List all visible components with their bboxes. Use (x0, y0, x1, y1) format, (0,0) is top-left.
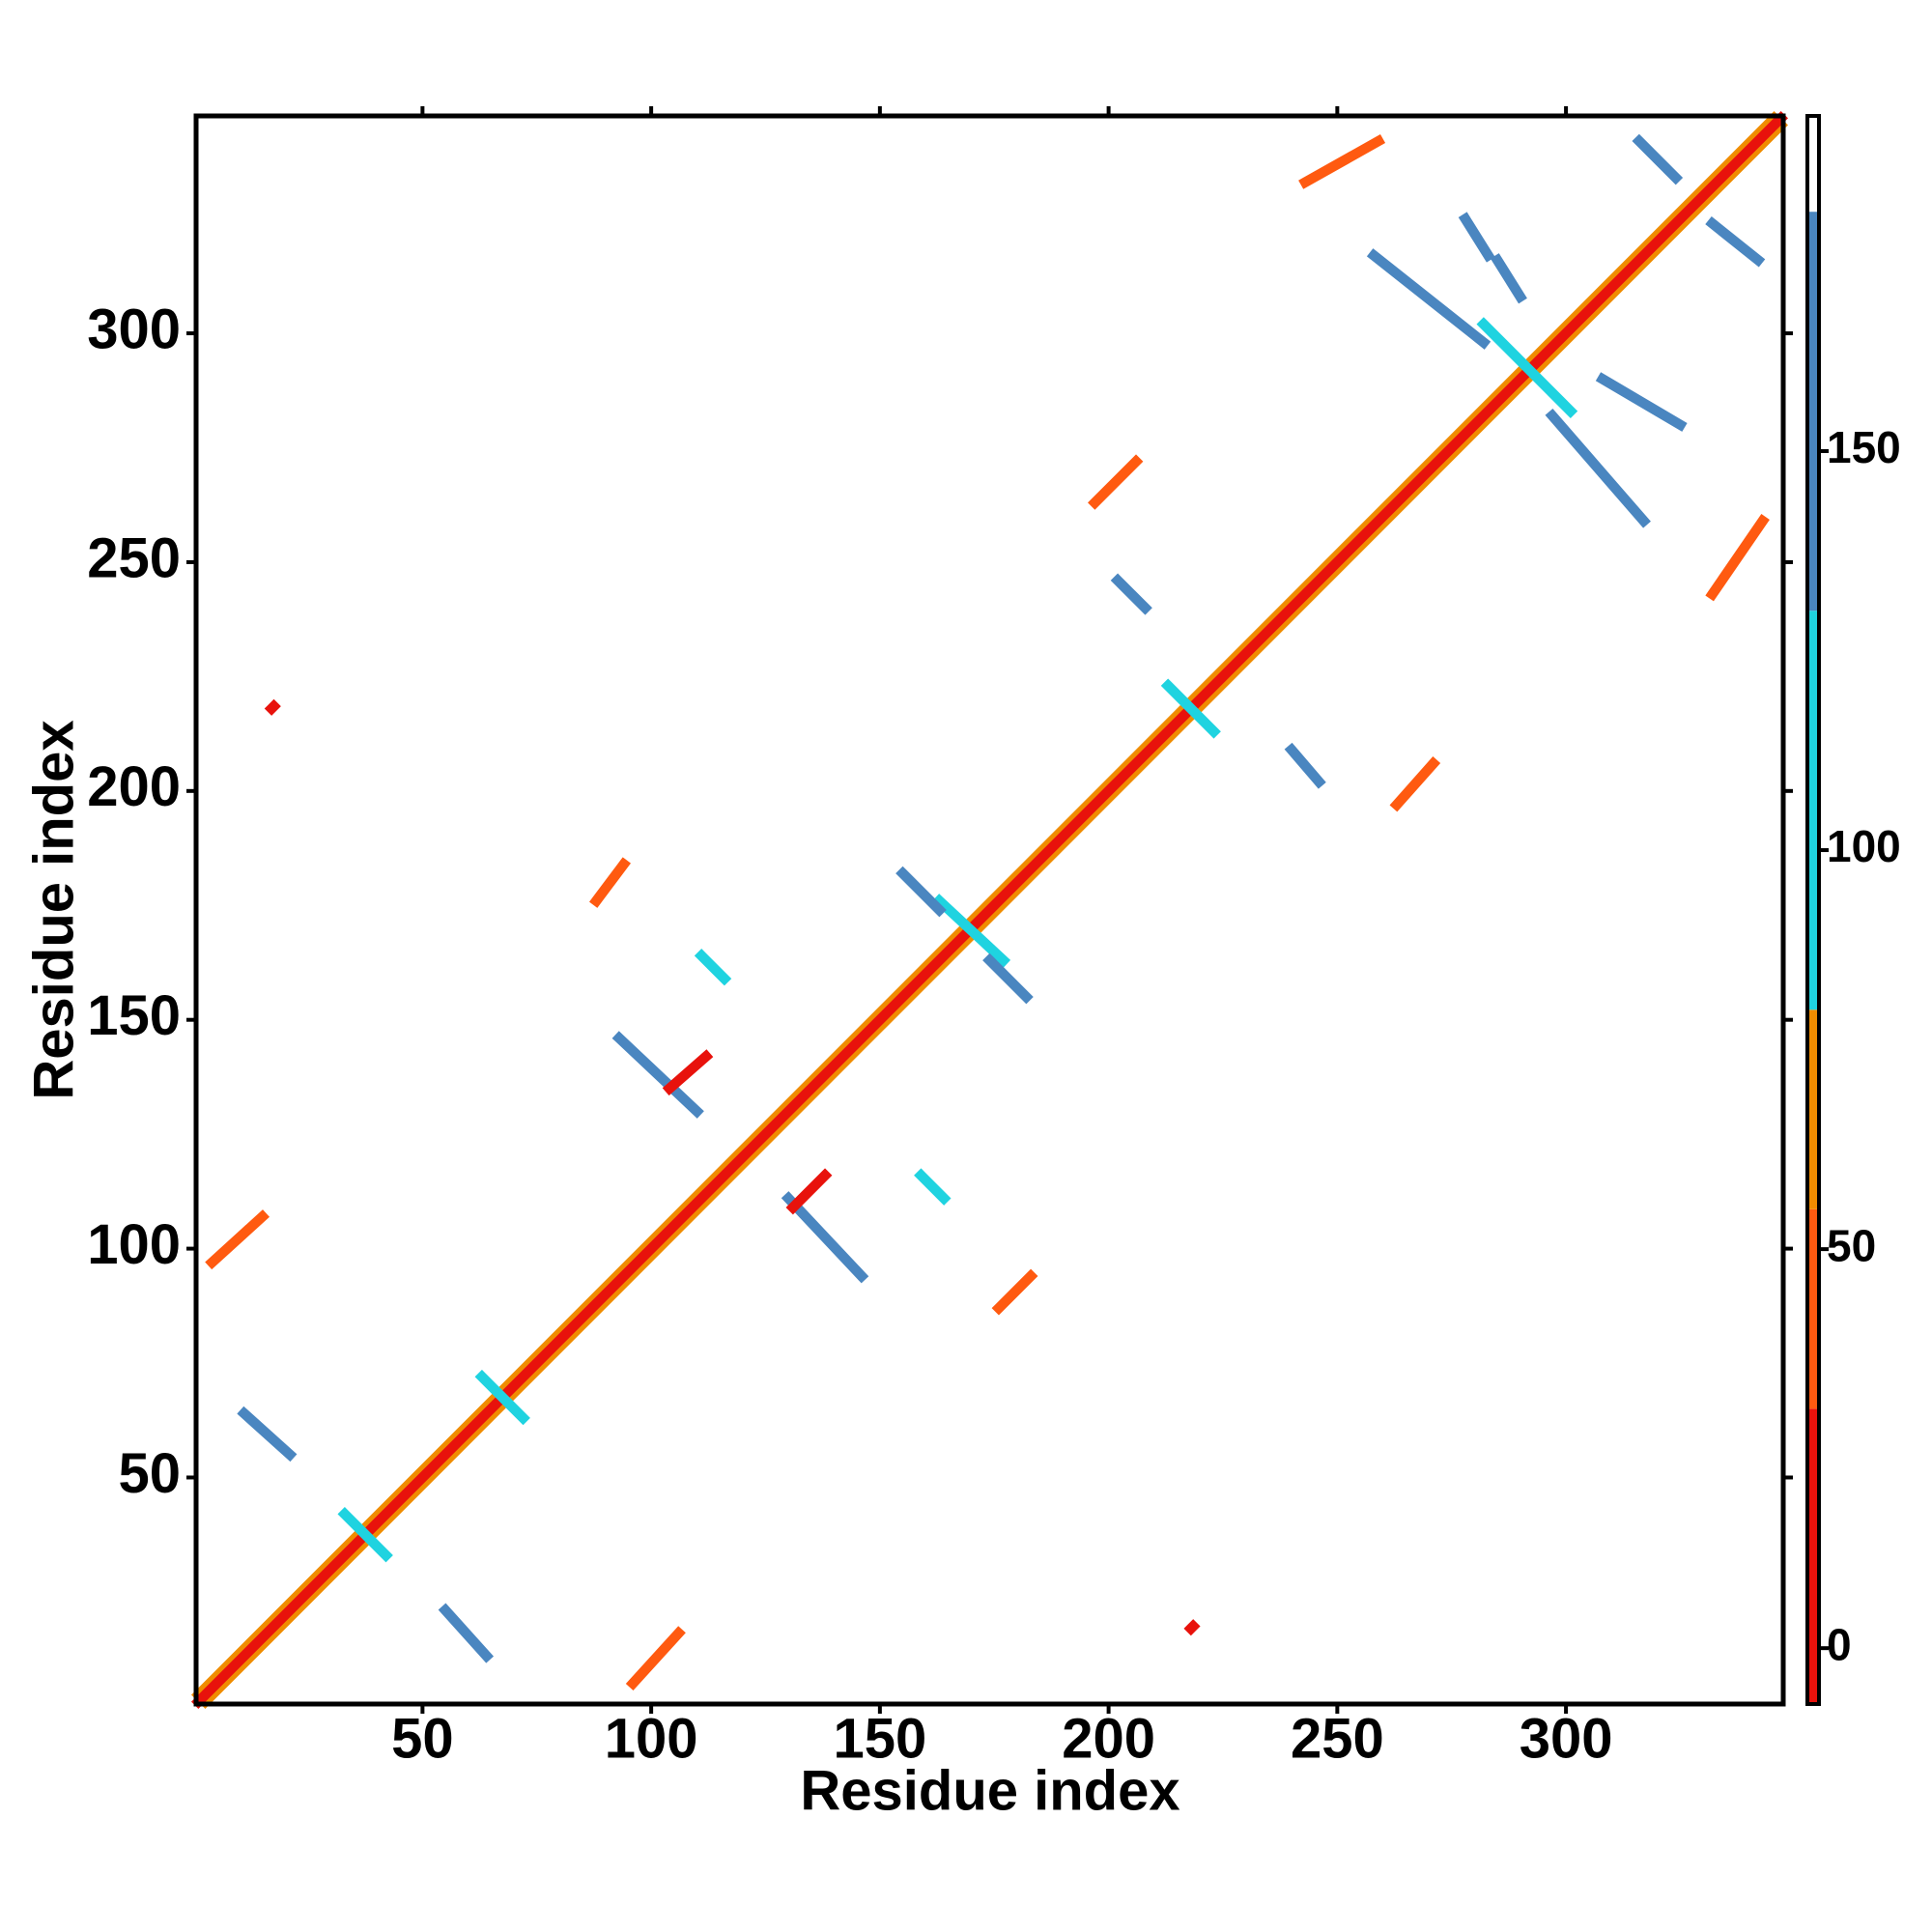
colorbar-tick-label: 100 (1827, 821, 1901, 871)
x-axis-label: Residue index (800, 1759, 1179, 1822)
y-tick-label: 150 (87, 984, 181, 1047)
colorbar-band (1807, 1408, 1819, 1704)
contact-stripe (191, 111, 1788, 1709)
x-tick-label: 150 (833, 1707, 926, 1770)
colorbar-band (1807, 611, 1819, 1010)
contact-stripe (1632, 133, 1684, 185)
contact-stripe (264, 698, 281, 716)
y-tick-label: 200 (87, 755, 181, 818)
contact-stripe (1545, 408, 1651, 528)
colorbar-band (1807, 1208, 1819, 1409)
colorbar-frame (1805, 114, 1821, 1706)
contact-stripe (1298, 133, 1386, 189)
contact-stripe (982, 952, 1034, 1005)
contact-stripe (237, 1406, 298, 1463)
contact-stripe (1490, 253, 1527, 304)
contact-stripe (895, 866, 947, 918)
plot-frame (193, 113, 1786, 1707)
contact-stripe (438, 1603, 495, 1663)
contact-stripe (914, 1168, 952, 1206)
contact-stripe (337, 1507, 393, 1563)
contact-stripe (991, 1268, 1038, 1316)
contact-stripe (1366, 248, 1492, 350)
contact-stripe (1110, 573, 1152, 615)
contact-stripe (205, 1209, 270, 1270)
contact-stripe (1284, 742, 1326, 789)
contact-stripe (1705, 514, 1770, 602)
y-tick-label: 300 (87, 298, 181, 360)
x-tick-label: 200 (1062, 1707, 1155, 1770)
contact-stripe (1595, 372, 1688, 432)
contact-stripe (932, 894, 1011, 968)
contact-stripe (611, 1031, 704, 1119)
colorbar-band (1807, 1009, 1819, 1209)
contact-stripe (1476, 317, 1578, 418)
contact-stripe (785, 1168, 833, 1215)
colorbar-tick-label: 150 (1827, 422, 1901, 472)
y-tick-label: 250 (87, 526, 181, 589)
colorbar-band (1807, 212, 1819, 611)
contact-stripe (662, 1049, 714, 1096)
colorbar-band (1807, 116, 1819, 213)
y-tick-label: 100 (87, 1213, 181, 1276)
colorbar-tick-label: 50 (1827, 1220, 1876, 1270)
contact-stripe (1458, 212, 1495, 263)
x-tick-label: 50 (391, 1707, 454, 1770)
contact-stripe (781, 1191, 869, 1284)
x-tick-label: 250 (1291, 1707, 1384, 1770)
colorbar-tick-label: 0 (1827, 1619, 1852, 1669)
y-tick-label: 50 (118, 1442, 181, 1505)
contact-stripe (694, 949, 732, 986)
contact-stripe (589, 857, 632, 908)
x-tick-label: 100 (605, 1707, 698, 1770)
contact-stripe (1389, 756, 1441, 812)
contact-stripe (1088, 454, 1144, 510)
y-axis-label: Residue index (22, 720, 85, 1099)
contact-stripe (474, 1369, 530, 1426)
contact-stripe (1160, 678, 1221, 739)
contact-stripe (625, 1626, 686, 1691)
contact-stripe (1183, 1619, 1201, 1636)
contact-stripe (1705, 216, 1766, 268)
x-tick-label: 300 (1520, 1707, 1613, 1770)
